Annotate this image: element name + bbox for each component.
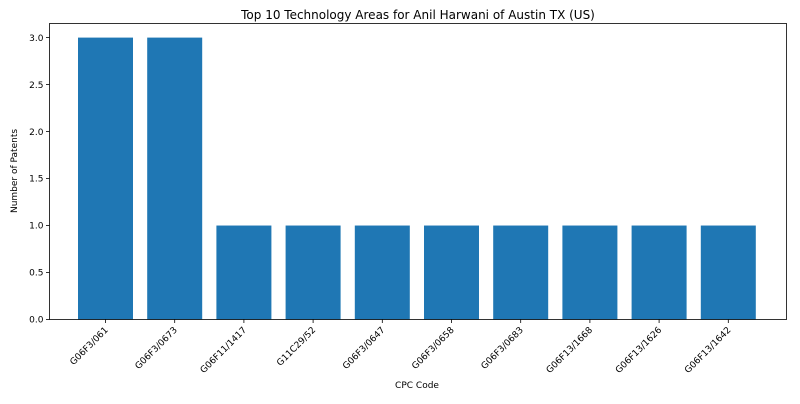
y-tick-label: 1.5 bbox=[29, 175, 43, 185]
x-tick-label: G06F13/1642 bbox=[683, 326, 733, 376]
bar bbox=[355, 226, 410, 320]
x-tick-label: G06F3/0658 bbox=[410, 325, 456, 371]
bar bbox=[147, 38, 202, 320]
bar bbox=[78, 38, 133, 320]
x-tick-label: G06F3/0673 bbox=[134, 326, 180, 372]
bar bbox=[493, 226, 548, 320]
x-tick-label: G06F13/1626 bbox=[614, 325, 664, 375]
bars-layer bbox=[78, 38, 756, 320]
y-tick-label: 1.0 bbox=[29, 222, 44, 232]
x-tick-label: G06F3/0683 bbox=[480, 326, 526, 372]
bar bbox=[286, 226, 341, 320]
y-tick-label: 0.0 bbox=[29, 316, 44, 326]
x-tick-label: G06F3/0647 bbox=[341, 326, 387, 372]
x-axis-title: CPC Code bbox=[395, 381, 439, 391]
bar bbox=[424, 226, 479, 320]
y-tick-label: 2.5 bbox=[29, 81, 43, 91]
y-tick-label: 0.5 bbox=[29, 269, 43, 279]
x-tick-label: G06F11/1417 bbox=[199, 326, 249, 376]
x-tick-label: G06F3/061 bbox=[69, 326, 111, 368]
bar bbox=[216, 226, 271, 320]
bar bbox=[562, 226, 617, 320]
bar bbox=[632, 226, 687, 320]
x-tick-label: G06F13/1668 bbox=[545, 325, 595, 375]
y-tick-label: 3.0 bbox=[29, 34, 44, 44]
x-tick-label: G11C29/52 bbox=[275, 326, 318, 369]
y-axis: 0.0 0.5 1.0 1.5 2.0 2.5 3.0 bbox=[29, 34, 49, 326]
bar bbox=[701, 226, 756, 320]
x-axis: G06F3/061 G06F3/0673 G06F11/1417 G11C29/52 G… bbox=[69, 320, 734, 376]
y-tick-label: 2.0 bbox=[29, 128, 44, 138]
chart-title: Top 10 Technology Areas for Anil Harwani… bbox=[240, 8, 595, 22]
y-axis-title: Number of Patents bbox=[10, 129, 20, 213]
